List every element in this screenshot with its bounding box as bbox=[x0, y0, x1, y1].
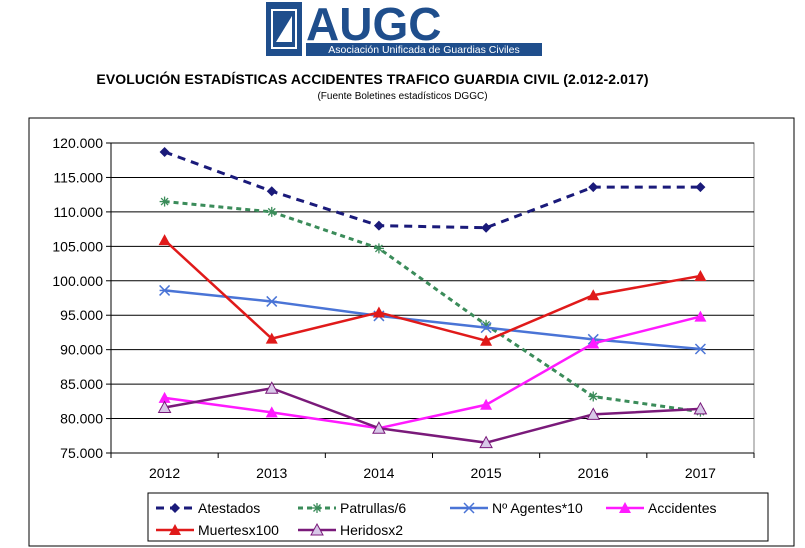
data-point bbox=[265, 406, 278, 418]
series-line bbox=[164, 315, 701, 430]
legend-label: Heridosx2 bbox=[340, 522, 403, 538]
legend-swatch-marker bbox=[619, 502, 631, 513]
data-point bbox=[265, 332, 278, 344]
legend-swatch-marker bbox=[463, 502, 475, 514]
series-line bbox=[164, 200, 701, 414]
augc-logo: AUGC Asociación Unificada de Guardias Ci… bbox=[266, 2, 542, 56]
data-point bbox=[480, 334, 493, 346]
y-tick-label: 80.000 bbox=[60, 411, 103, 427]
legend-item: Nº Agentes*10 bbox=[450, 500, 583, 516]
y-tick-label: 115.000 bbox=[53, 169, 103, 185]
series-line bbox=[164, 150, 701, 230]
data-point bbox=[158, 391, 171, 403]
data-point bbox=[695, 182, 706, 193]
legend-swatch-marker bbox=[169, 524, 181, 535]
data-point bbox=[587, 337, 600, 349]
y-tick-label: 90.000 bbox=[60, 342, 103, 358]
data-point bbox=[159, 146, 170, 157]
data-point bbox=[480, 322, 492, 334]
y-tick-label: 110.000 bbox=[53, 204, 103, 220]
data-point bbox=[266, 186, 277, 197]
legend-label: Muertesx100 bbox=[198, 522, 279, 538]
plot-area bbox=[110, 142, 755, 454]
y-tick-label: 95.000 bbox=[60, 307, 103, 323]
data-point bbox=[479, 435, 493, 449]
data-point bbox=[586, 407, 601, 420]
logo-name: AUGC bbox=[306, 2, 441, 50]
data-point bbox=[694, 269, 707, 281]
data-point bbox=[372, 421, 386, 434]
series-atestados bbox=[159, 146, 706, 233]
legend-item: Muertesx100 bbox=[156, 522, 279, 538]
data-point bbox=[157, 400, 172, 414]
chart-subtitle: (Fuente Boletines estadísticos DGGC) bbox=[317, 91, 488, 102]
chart-frame bbox=[28, 117, 795, 547]
x-tick-label: 2015 bbox=[471, 465, 502, 481]
data-point bbox=[159, 284, 171, 296]
legend-box bbox=[147, 492, 769, 542]
legend-item: Accidentes bbox=[606, 500, 716, 516]
data-point bbox=[264, 381, 279, 394]
legend-item: Heridosx2 bbox=[298, 522, 403, 538]
data-point bbox=[266, 295, 278, 307]
legend-item: Patrullas/6 bbox=[298, 500, 406, 516]
series-muertesx100 bbox=[158, 234, 707, 346]
legend-label: Accidentes bbox=[648, 500, 716, 516]
y-tick-label: 120.000 bbox=[52, 135, 103, 151]
x-tick-label: 2017 bbox=[685, 465, 716, 481]
y-tick-label: 100.000 bbox=[52, 273, 103, 289]
data-point bbox=[694, 310, 707, 322]
y-tick-label: 85.000 bbox=[60, 376, 103, 392]
data-point bbox=[481, 222, 492, 233]
data-point bbox=[373, 220, 384, 231]
y-tick-label: 75.000 bbox=[60, 445, 103, 461]
data-point bbox=[480, 398, 493, 410]
data-point bbox=[158, 234, 171, 246]
series-heridosx2 bbox=[157, 381, 708, 449]
series-line bbox=[164, 386, 701, 444]
chart-title: EVOLUCIÓN ESTADÍSTICAS ACCIDENTES TRAFIC… bbox=[96, 71, 649, 87]
legend-label: Patrullas/6 bbox=[340, 500, 406, 516]
x-tick-label: 2013 bbox=[256, 465, 287, 481]
series-accidentes bbox=[158, 310, 707, 434]
series-line bbox=[163, 239, 701, 343]
legend-item: Atestados bbox=[156, 500, 260, 516]
legend-swatch-marker bbox=[170, 503, 180, 513]
x-tick-label: 2012 bbox=[149, 465, 180, 481]
data-point bbox=[373, 243, 384, 254]
legend-label: Nº Agentes*10 bbox=[492, 500, 583, 516]
data-point bbox=[587, 289, 600, 301]
data-point bbox=[588, 182, 599, 193]
x-tick-label: 2016 bbox=[578, 465, 609, 481]
y-tick-label: 105.000 bbox=[52, 238, 103, 254]
data-point bbox=[693, 401, 708, 415]
x-tick-label: 2014 bbox=[363, 465, 394, 481]
legend-swatch-marker bbox=[310, 522, 324, 536]
legend-swatch-marker bbox=[312, 503, 322, 513]
data-point bbox=[694, 343, 706, 355]
data-point bbox=[372, 306, 385, 318]
data-point bbox=[266, 206, 277, 217]
data-point bbox=[588, 391, 599, 402]
data-point bbox=[159, 196, 170, 207]
series-line bbox=[164, 289, 701, 351]
logo-tagline: Asociación Unificada de Guardias Civiles bbox=[328, 44, 519, 56]
legend-label: Atestados bbox=[198, 500, 260, 516]
